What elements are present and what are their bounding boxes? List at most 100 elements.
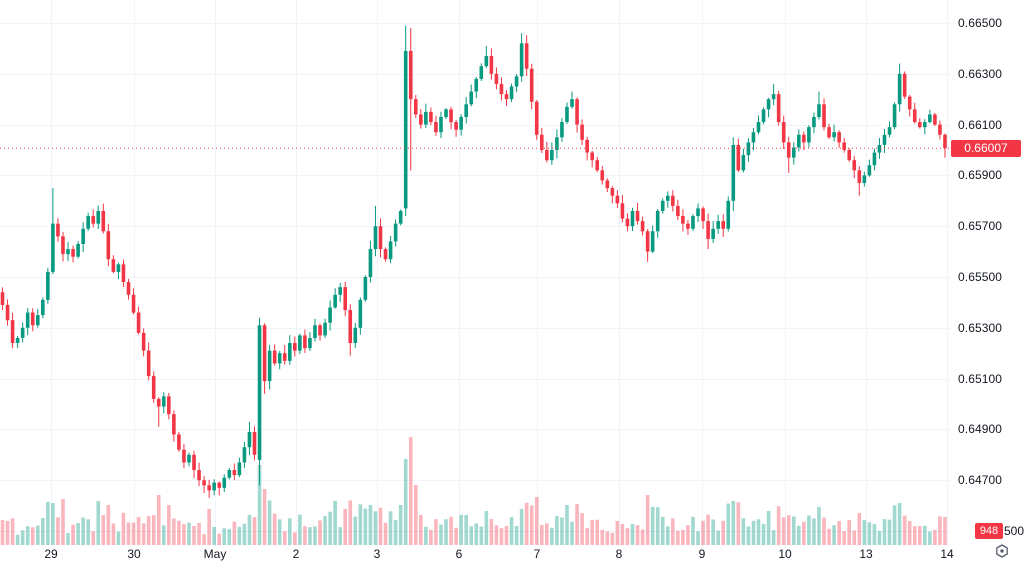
volume-bar (665, 526, 670, 545)
volume-bar (696, 531, 700, 545)
candle-body (0, 292, 5, 305)
candle-body (600, 170, 605, 181)
candle-body (257, 325, 262, 460)
volume-bar (121, 512, 126, 545)
candle-body (393, 223, 398, 242)
candle-body (5, 304, 10, 321)
candle-body (207, 485, 211, 491)
price-tick-label: 0.64700 (958, 473, 1003, 488)
candle-body (585, 139, 589, 153)
candle-body (464, 104, 468, 117)
candle-body (20, 327, 25, 338)
candle-body (146, 350, 151, 377)
candle-body (287, 343, 292, 361)
candle-body (454, 122, 458, 130)
candle-body (676, 205, 680, 217)
volume-bar (383, 522, 388, 545)
candle-body (565, 106, 569, 123)
volume-bar (30, 527, 35, 545)
candle-body (545, 150, 549, 161)
candle-body (575, 99, 579, 125)
scale-settings-gear-icon[interactable] (994, 543, 1010, 559)
candle-body (479, 66, 484, 79)
volume-bar (570, 521, 574, 545)
volume-bar (489, 519, 494, 545)
volume-bar (413, 485, 418, 545)
volume-bar (499, 528, 504, 545)
volume-value-label: 948 (975, 523, 1003, 539)
candle-body (605, 180, 610, 189)
volume-bar (877, 530, 882, 545)
candle-body (136, 312, 141, 333)
volume-bar (857, 513, 862, 545)
candle-body (328, 307, 332, 323)
volume-bar (847, 520, 852, 545)
volume-bar (71, 524, 75, 545)
candle-body (928, 114, 932, 123)
volume-bar (943, 517, 947, 545)
candle-body (282, 353, 287, 361)
candle-body (161, 396, 166, 407)
candle-body (348, 310, 353, 344)
candle-body (378, 226, 383, 250)
candle-body (51, 223, 55, 272)
volume-bar (277, 519, 282, 545)
volume-bar (832, 525, 836, 545)
candle-body (489, 56, 494, 74)
candle-body (308, 337, 312, 349)
candle-body (227, 470, 232, 478)
volume-bar (620, 524, 625, 545)
time-tick-label: 30 (127, 547, 141, 561)
volume-bar (151, 515, 156, 545)
volume-bar (91, 531, 96, 545)
time-axis[interactable]: 29 30 May 2 3 6 7 8 9 10 13 14 (0, 546, 1024, 564)
volume-bar (660, 516, 665, 545)
candle-body (106, 231, 111, 260)
candle-body (408, 50, 413, 100)
price-tick-label: 0.65900 (958, 168, 1003, 183)
candle-body (524, 43, 529, 69)
candle-body (837, 132, 841, 143)
candle-body (691, 216, 695, 229)
candle-body (867, 165, 872, 176)
volume-bar (167, 505, 171, 545)
volume-bar (358, 504, 363, 545)
volume-bar (721, 520, 726, 545)
time-tick-label: 3 (373, 547, 381, 561)
volume-bar (192, 526, 196, 545)
candle-body (847, 150, 852, 161)
volume-bar (706, 514, 710, 545)
candle-body (726, 200, 731, 229)
volume-bar (202, 534, 206, 545)
volume-bar (776, 506, 781, 545)
candle-body (882, 134, 887, 145)
candle-body (701, 208, 705, 222)
candle-body (398, 210, 403, 224)
volume-bar (741, 518, 746, 545)
volume-bar (479, 526, 484, 545)
candle-body (121, 264, 126, 283)
candle-body (751, 132, 756, 143)
candle-body (111, 259, 116, 272)
time-tick-label: 13 (859, 547, 873, 561)
volume-bar (363, 508, 368, 545)
time-tick-label: 2 (292, 547, 300, 561)
candle-body (91, 216, 96, 224)
volume-bar (212, 526, 216, 545)
volume-bar (368, 505, 373, 545)
candle-body (706, 221, 710, 239)
volume-bar (348, 500, 353, 545)
volume-bar (323, 516, 327, 545)
candle-body (943, 134, 947, 149)
candle-body (262, 325, 267, 382)
volume-bar (923, 525, 927, 545)
volume-bar (534, 497, 539, 545)
volume-bar (403, 459, 408, 545)
price-axis[interactable]: 0.66500 0.66300 0.66100 0.65900 0.65700 0.655… (950, 0, 1024, 546)
candle-body (877, 144, 882, 153)
volume-bar (287, 518, 292, 545)
candle-body (842, 142, 846, 150)
candle-body (202, 480, 206, 486)
candle-body (802, 134, 806, 143)
